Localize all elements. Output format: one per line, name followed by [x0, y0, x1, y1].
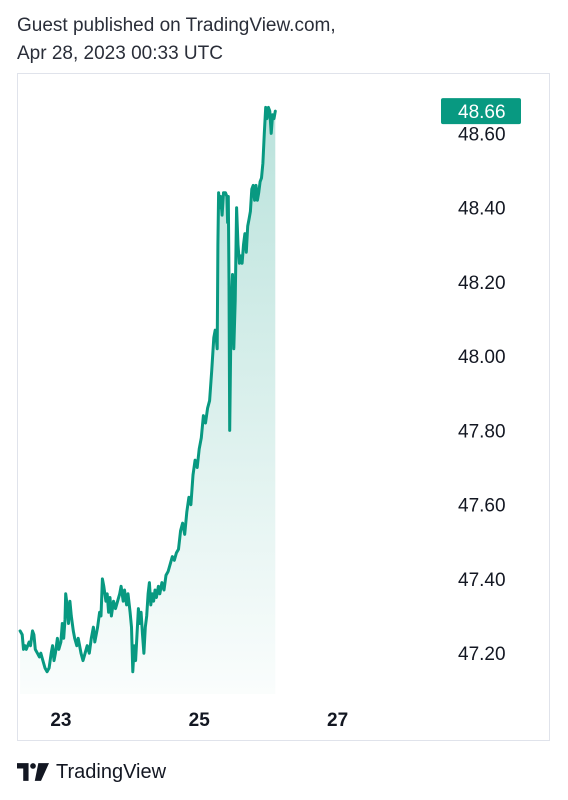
y-tick-label: 48.00: [458, 347, 506, 368]
y-tick-label: 48.20: [458, 273, 506, 294]
y-tick-label: 47.20: [458, 644, 506, 665]
price-axis: 47.20 47.40 47.60 47.80 48.00 48.20 48.40 48.60: [458, 124, 506, 665]
tradingview-logo-icon: [17, 763, 49, 781]
x-tick-label: 27: [327, 710, 348, 731]
y-tick-label: 47.40: [458, 570, 506, 591]
last-price-badge: 48.66: [441, 98, 521, 125]
publish-date: Apr 28, 2023 00:33 UTC: [17, 43, 223, 64]
price-area-fill: [20, 107, 276, 694]
last-price-background: [441, 98, 521, 125]
plot-area: [18, 105, 277, 694]
y-tick-label: 48.40: [458, 199, 506, 220]
brand-name: TradingView: [56, 760, 167, 783]
y-tick-label: 47.80: [458, 421, 506, 442]
y-tick-label: 47.60: [458, 496, 506, 517]
x-tick-label: 25: [189, 710, 211, 731]
chart-header: Guest published on TradingView.com, Apr …: [17, 12, 336, 68]
chart-frame: 47.20 47.40 47.60 47.80 48.00 48.20 48.40 48.60…: [17, 73, 550, 741]
time-axis: 23 25 27: [50, 710, 348, 731]
footer-branding: TradingView: [17, 758, 166, 786]
price-line: [18, 105, 277, 674]
y-tick-label: 48.60: [458, 124, 506, 145]
price-chart: 47.20 47.40 47.60 47.80 48.00 48.20 48.40 48.60…: [18, 98, 521, 731]
last-price-label: 48.66: [458, 102, 506, 123]
x-tick-label: 23: [50, 710, 71, 731]
publisher-line: Guest published on TradingView.com,: [17, 15, 336, 36]
